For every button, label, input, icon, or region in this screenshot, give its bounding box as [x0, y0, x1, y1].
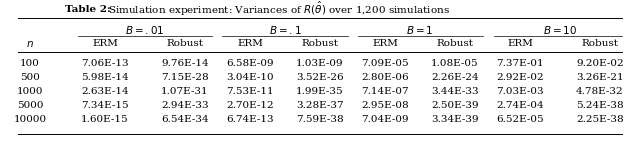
Text: 2.63E-14: 2.63E-14 — [81, 88, 129, 97]
Text: 1.07E-31: 1.07E-31 — [161, 88, 209, 97]
Text: 9.76E-14: 9.76E-14 — [161, 60, 209, 69]
Text: 500: 500 — [20, 73, 40, 82]
Text: 7.03E-03: 7.03E-03 — [496, 88, 544, 97]
Text: 4.78E-32: 4.78E-32 — [576, 88, 624, 97]
Text: 3.52E-26: 3.52E-26 — [296, 73, 344, 82]
Text: 2.26E-24: 2.26E-24 — [431, 73, 479, 82]
Text: 6.54E-34: 6.54E-34 — [161, 116, 209, 125]
Text: $B = .1$: $B = .1$ — [269, 24, 301, 36]
Text: ERM: ERM — [237, 39, 263, 49]
Text: 7.06E-13: 7.06E-13 — [81, 60, 129, 69]
Text: 2.70E-12: 2.70E-12 — [226, 101, 274, 110]
Text: 2.94E-33: 2.94E-33 — [161, 101, 209, 110]
Text: 6.74E-13: 6.74E-13 — [226, 116, 274, 125]
Text: 5.98E-14: 5.98E-14 — [81, 73, 129, 82]
Text: 1.60E-15: 1.60E-15 — [81, 116, 129, 125]
Text: 7.53E-11: 7.53E-11 — [226, 88, 274, 97]
Text: 1.99E-35: 1.99E-35 — [296, 88, 344, 97]
Text: 2.95E-08: 2.95E-08 — [361, 101, 409, 110]
Text: 3.26E-21: 3.26E-21 — [576, 73, 624, 82]
Text: 3.28E-37: 3.28E-37 — [296, 101, 344, 110]
Text: Table 2:: Table 2: — [65, 4, 111, 13]
Text: Simulation experiment: Variances of $R(\hat{\theta})$ over 1,200 simulations: Simulation experiment: Variances of $R(\… — [108, 0, 450, 18]
Text: 7.37E-01: 7.37E-01 — [496, 60, 544, 69]
Text: 5.24E-38: 5.24E-38 — [576, 101, 624, 110]
Text: 6.52E-05: 6.52E-05 — [496, 116, 544, 125]
Text: 6.58E-09: 6.58E-09 — [226, 60, 274, 69]
Text: 7.34E-15: 7.34E-15 — [81, 101, 129, 110]
Text: 5000: 5000 — [17, 101, 44, 110]
Text: 2.50E-39: 2.50E-39 — [431, 101, 479, 110]
Text: Robust: Robust — [582, 39, 618, 49]
Text: $n$: $n$ — [26, 39, 34, 49]
Text: 7.09E-05: 7.09E-05 — [361, 60, 409, 69]
Text: $B = 10$: $B = 10$ — [543, 24, 577, 36]
Text: 2.80E-06: 2.80E-06 — [361, 73, 409, 82]
Text: 7.15E-28: 7.15E-28 — [161, 73, 209, 82]
Text: 2.74E-04: 2.74E-04 — [496, 101, 544, 110]
Text: Robust: Robust — [166, 39, 204, 49]
Text: 7.59E-38: 7.59E-38 — [296, 116, 344, 125]
Text: 7.04E-09: 7.04E-09 — [361, 116, 409, 125]
Text: 3.34E-39: 3.34E-39 — [431, 116, 479, 125]
Text: 7.14E-07: 7.14E-07 — [361, 88, 409, 97]
Text: 1.03E-09: 1.03E-09 — [296, 60, 344, 69]
Text: ERM: ERM — [507, 39, 533, 49]
Text: ERM: ERM — [92, 39, 118, 49]
Text: Robust: Robust — [436, 39, 474, 49]
Text: 9.20E-02: 9.20E-02 — [576, 60, 624, 69]
Text: 3.44E-33: 3.44E-33 — [431, 88, 479, 97]
Text: 10000: 10000 — [13, 116, 47, 125]
Text: 1000: 1000 — [17, 88, 44, 97]
Text: Robust: Robust — [301, 39, 339, 49]
Text: $B = .01$: $B = .01$ — [125, 24, 164, 36]
Text: 100: 100 — [20, 60, 40, 69]
Text: 2.25E-38: 2.25E-38 — [576, 116, 624, 125]
Text: ERM: ERM — [372, 39, 398, 49]
Text: 1.08E-05: 1.08E-05 — [431, 60, 479, 69]
Text: $B = 1$: $B = 1$ — [406, 24, 434, 36]
Text: 3.04E-10: 3.04E-10 — [226, 73, 274, 82]
Text: 2.92E-02: 2.92E-02 — [496, 73, 544, 82]
